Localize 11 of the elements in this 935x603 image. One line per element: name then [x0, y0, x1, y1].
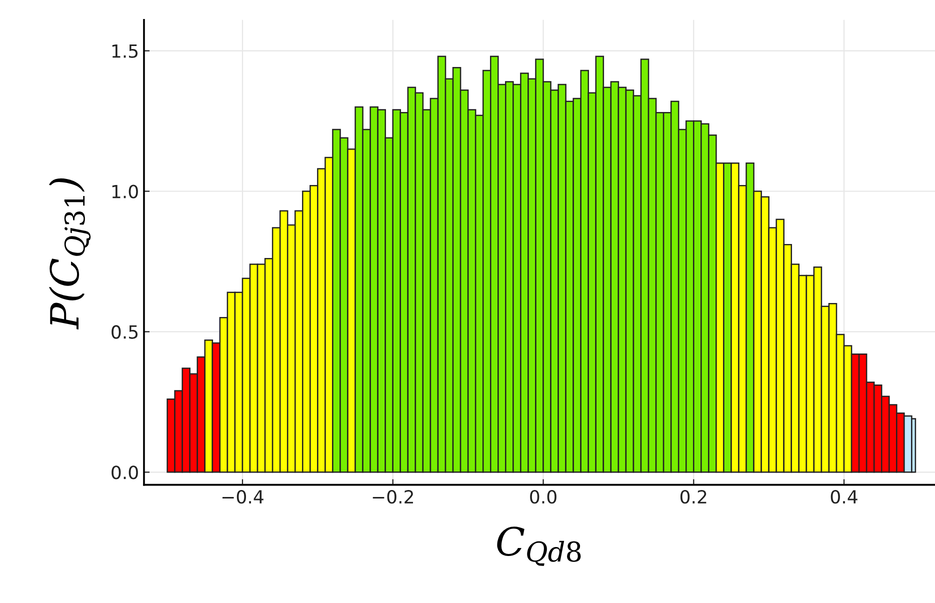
y-tick-label: 1.5 — [112, 44, 138, 58]
x-tick-label: 0.2 — [680, 490, 706, 504]
y-tick-label: 0.5 — [112, 325, 138, 339]
y-tick-label: 1.0 — [112, 184, 138, 198]
y-tick-label: 0.0 — [112, 466, 138, 480]
x-tick-label: −0.2 — [372, 490, 413, 504]
x-tick-label: −0.4 — [222, 490, 264, 504]
x-tick-label: 0.0 — [530, 490, 556, 504]
y-axis-title: P(C$_{Qj31}$) — [48, 178, 91, 330]
x-tick-label: 0.4 — [830, 490, 858, 504]
x-axis-title: C$_{Qd8}$ — [497, 526, 581, 566]
